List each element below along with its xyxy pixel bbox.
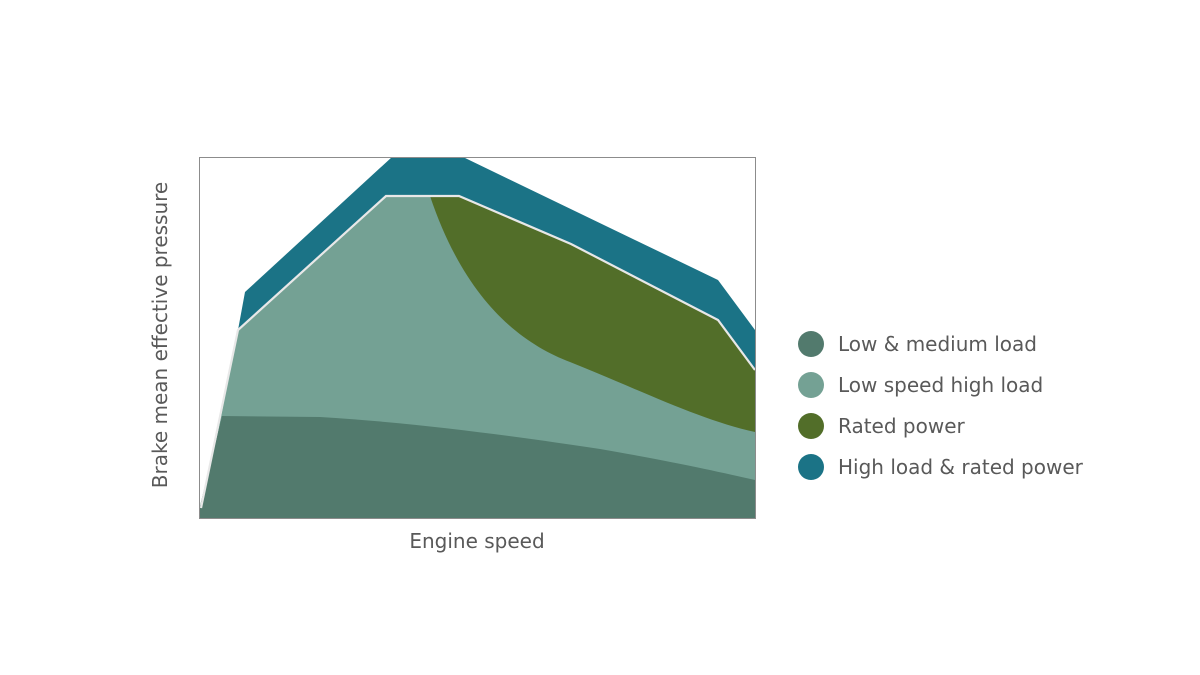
region-low-medium-load xyxy=(200,416,755,518)
x-axis-label: Engine speed xyxy=(409,529,544,553)
legend-swatch xyxy=(798,453,824,480)
region-high-load-rated-power xyxy=(238,157,755,370)
legend-item-high-load-rated-power: High load & rated power xyxy=(798,446,1083,487)
legend-item-low-speed-high-load: Low speed high load xyxy=(798,364,1083,405)
legend-item-rated-power: Rated power xyxy=(798,405,1083,446)
y-axis-label: Brake mean effective pressure xyxy=(148,182,172,488)
legend-label: High load & rated power xyxy=(838,454,1083,479)
legend-swatch xyxy=(798,412,824,439)
legend: Low & medium load Low speed high load Ra… xyxy=(798,323,1083,487)
plot-frame xyxy=(199,157,756,519)
legend-label: Rated power xyxy=(838,413,965,438)
legend-item-low-medium-load: Low & medium load xyxy=(798,323,1083,364)
legend-swatch xyxy=(798,371,824,398)
full-load-boundary-line xyxy=(199,194,756,509)
region-rated-power xyxy=(430,196,755,432)
legend-label: Low & medium load xyxy=(838,331,1037,356)
legend-swatch xyxy=(798,330,824,357)
legend-label: Low speed high load xyxy=(838,372,1044,397)
